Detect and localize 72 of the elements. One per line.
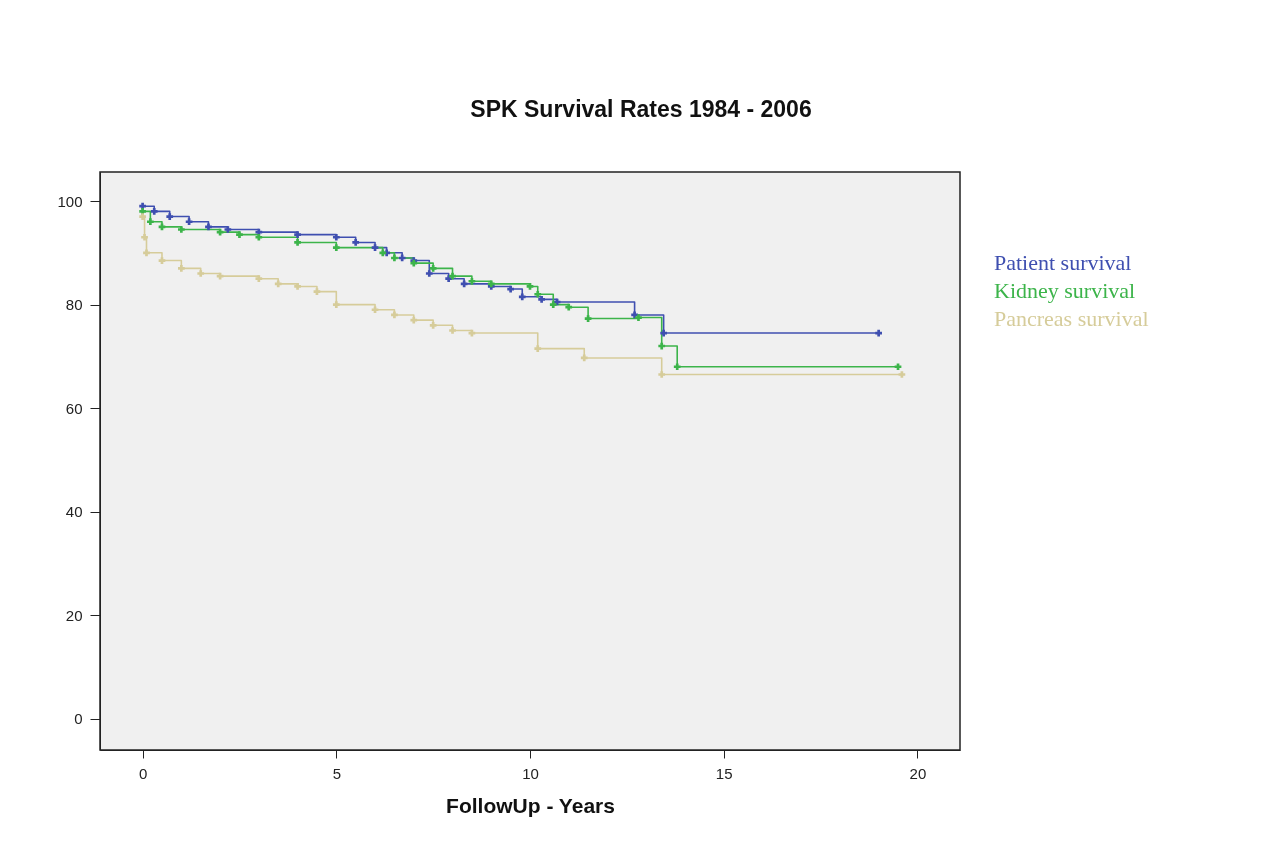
point — [139, 213, 146, 220]
point — [635, 314, 642, 321]
text: Pancreas survival — [994, 306, 1149, 331]
point — [538, 296, 545, 303]
point — [352, 239, 360, 246]
point — [255, 275, 263, 283]
point — [565, 303, 573, 311]
point — [143, 249, 150, 257]
point — [158, 257, 166, 264]
point — [584, 315, 592, 322]
point — [410, 316, 418, 324]
x-tick-label: 0 — [138, 764, 148, 782]
chart-title: SPK Survival Rates 1984 - 2006 — [470, 96, 812, 122]
text: Kidney survival — [994, 278, 1136, 303]
point — [518, 293, 526, 301]
y-tick-label: 80 — [65, 296, 83, 314]
point — [224, 226, 232, 233]
y-tick-label: 100 — [57, 192, 83, 210]
point — [468, 277, 476, 285]
y-tick-label: 20 — [65, 606, 83, 624]
point — [658, 342, 666, 350]
point — [371, 306, 379, 314]
point — [507, 285, 514, 293]
point — [178, 264, 185, 272]
point — [332, 233, 340, 241]
point — [894, 363, 902, 371]
point — [294, 231, 301, 239]
point — [425, 270, 433, 277]
point — [332, 301, 340, 308]
point — [166, 213, 174, 220]
point — [660, 329, 667, 337]
point — [398, 254, 406, 262]
x-tick-label: 5 — [332, 764, 341, 782]
point — [898, 371, 906, 378]
point — [429, 321, 437, 329]
point — [391, 311, 398, 319]
point — [449, 327, 456, 334]
point — [294, 239, 301, 246]
x-tick-label: 20 — [909, 764, 927, 782]
point — [371, 244, 379, 251]
point — [673, 363, 681, 371]
text: Patient survival — [994, 250, 1132, 275]
point — [526, 283, 534, 290]
x-tick-label: 10 — [522, 764, 539, 782]
point — [255, 233, 263, 241]
point — [658, 371, 666, 378]
point — [150, 208, 158, 215]
point — [429, 264, 437, 272]
point — [875, 329, 882, 337]
point — [332, 244, 340, 251]
x-axis-title: FollowUp - Years — [446, 793, 615, 817]
y-tick-label: 0 — [74, 710, 83, 728]
point — [313, 288, 321, 295]
point — [294, 283, 301, 290]
point — [534, 290, 542, 298]
point — [185, 218, 193, 226]
point — [274, 280, 282, 288]
point — [236, 231, 243, 239]
point — [205, 223, 212, 231]
point — [147, 218, 154, 226]
point — [534, 345, 542, 352]
x-tick-label: 15 — [715, 764, 733, 782]
point — [449, 272, 456, 280]
point — [141, 233, 148, 241]
point — [580, 354, 588, 362]
point — [391, 254, 398, 262]
point — [549, 301, 557, 308]
y-tick-label: 60 — [65, 399, 83, 417]
point — [178, 226, 185, 233]
point — [379, 249, 387, 257]
point — [197, 270, 205, 277]
y-tick-label: 40 — [65, 503, 83, 521]
